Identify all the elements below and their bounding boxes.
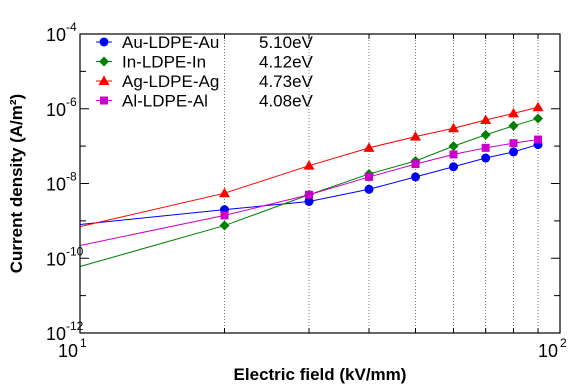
y-tick-label: 10 -10 — [46, 244, 84, 269]
legend-label: Ag-LDPE-Ag — [122, 72, 219, 91]
data-point-1-5 — [480, 129, 491, 140]
data-point-1-4 — [448, 141, 459, 152]
legend-marker — [98, 75, 110, 85]
legend-entry: In-LDPE-In 4.12eV — [96, 53, 314, 72]
data-point-0-5 — [481, 153, 491, 163]
data-point-2-3 — [410, 131, 422, 141]
y-axis-label: Current density (A/m²) — [7, 94, 26, 273]
data-point-0-6 — [508, 147, 518, 157]
x-tick-label-exp: 2 — [560, 336, 567, 350]
y-tick-label-exp: -6 — [66, 95, 77, 109]
x-tick-label-base: 10 — [538, 341, 558, 361]
data-point-3-5 — [481, 143, 490, 152]
y-tick-label-exp: -10 — [66, 244, 84, 258]
data-point-2-1 — [303, 160, 315, 170]
data-point-2-0 — [218, 187, 230, 198]
y-tick-label-base: 10 — [46, 249, 66, 269]
data-point-0-4 — [449, 162, 459, 172]
y-tick-label-base: 10 — [46, 25, 66, 45]
y-tick-label: 10 -8 — [46, 170, 77, 195]
data-point-3-3 — [411, 160, 420, 169]
x-tick-label-base: 10 — [58, 341, 78, 361]
legend-marker — [100, 96, 108, 105]
legend-label: In-LDPE-In — [122, 53, 206, 72]
data-point-0-2 — [364, 184, 374, 194]
data-point-2-7 — [532, 101, 544, 112]
data-point-3-1 — [305, 190, 314, 199]
legend-label: Al-LDPE-Al — [122, 92, 208, 111]
legend-work-function: 4.73eV — [259, 72, 314, 91]
y-tick-label: 10 -6 — [46, 95, 77, 120]
data-point-2-6 — [507, 107, 519, 118]
legend-marker — [99, 37, 109, 47]
y-tick-label-exp: -12 — [66, 319, 84, 333]
legend-entry: Al-LDPE-Al 4.08eV — [96, 92, 314, 111]
data-point-0-3 — [411, 172, 421, 182]
data-point-3-0 — [220, 211, 229, 220]
data-point-0-1 — [304, 196, 314, 206]
data-point-1-7 — [533, 113, 544, 124]
x-tick-label: 10 2 — [538, 336, 567, 361]
y-tick-label-base: 10 — [46, 100, 66, 120]
legend-entry: Ag-LDPE-Ag 4.73eV — [96, 72, 314, 91]
data-point-3-6 — [509, 139, 518, 148]
legend-work-function: 4.08eV — [259, 92, 314, 111]
data-point-2-2 — [363, 142, 375, 152]
data-point-3-7 — [534, 135, 543, 144]
data-point-3-4 — [449, 150, 458, 159]
legend-work-function: 4.12eV — [259, 53, 314, 72]
grid-layer — [224, 34, 539, 333]
data-point-1-0 — [219, 220, 230, 231]
y-tick-label-exp: -4 — [66, 20, 77, 34]
markers-layer — [218, 101, 544, 231]
y-tick-label: 10 -12 — [46, 319, 84, 344]
x-axis-label: Electric field (kV/mm) — [234, 365, 407, 384]
legend-work-function: 5.10eV — [259, 33, 314, 52]
x-tick-label: 10 1 — [58, 336, 87, 361]
y-tick-label-base: 10 — [46, 324, 66, 344]
legend-marker — [99, 56, 109, 67]
data-point-3-2 — [364, 172, 373, 181]
x-tick-label-exp: 1 — [80, 336, 87, 350]
data-point-1-6 — [508, 120, 519, 131]
legend-label: Au-LDPE-Au — [122, 33, 219, 52]
data-point-2-5 — [480, 114, 492, 125]
legend-entry: Au-LDPE-Au 5.10eV — [96, 33, 314, 52]
y-tick-label-base: 10 — [46, 175, 66, 195]
y-tick-label-exp: -8 — [66, 170, 77, 184]
data-point-2-4 — [448, 122, 460, 133]
y-tick-label: 10 -4 — [46, 20, 77, 45]
